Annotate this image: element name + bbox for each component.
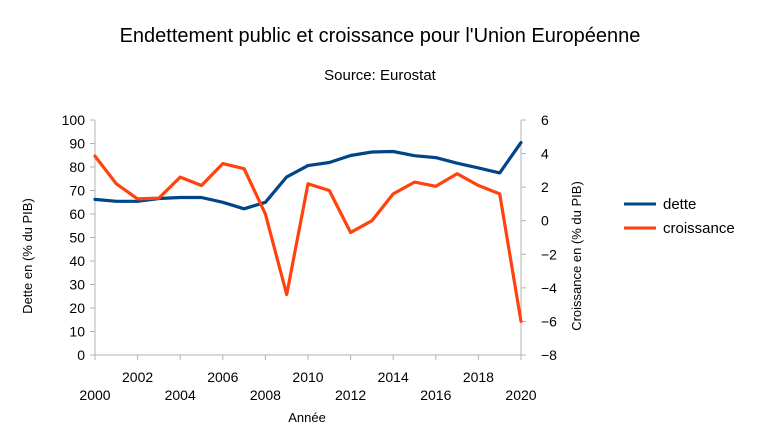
legend: dette croissance bbox=[624, 196, 735, 237]
tick-labels: 0 10 20 30 40 50 60 70 80 90 100 −8 −6 −4 −2 0 2 4 6 2000 20… bbox=[62, 112, 558, 403]
y-axis-left-label: Dette en (% du PIB) bbox=[20, 198, 35, 314]
y-right-tick-label: 2 bbox=[541, 179, 549, 195]
x-tick-label: 2016 bbox=[420, 387, 451, 403]
y-left-tick-label: 70 bbox=[69, 183, 85, 199]
series-line-croissance bbox=[93, 154, 523, 323]
y-left-tick-label: 10 bbox=[69, 324, 85, 340]
x-tick-label: 2000 bbox=[79, 387, 110, 403]
y-right-tick-label: −8 bbox=[541, 347, 557, 363]
y-right-tick-label: 4 bbox=[541, 146, 549, 162]
x-tick-label: 2010 bbox=[292, 369, 323, 385]
y-right-tick-label: 0 bbox=[541, 213, 549, 229]
x-tick-label: 2006 bbox=[207, 369, 238, 385]
x-axis-label: Année bbox=[288, 410, 326, 425]
x-tick-label: 2002 bbox=[122, 369, 153, 385]
y-axis-right-label: Croissance en (% du PIB) bbox=[569, 181, 584, 331]
y-left-tick-label: 100 bbox=[62, 112, 86, 128]
x-tick-label: 2004 bbox=[165, 387, 196, 403]
y-right-tick-label: −6 bbox=[541, 313, 557, 329]
x-tick-label: 2018 bbox=[463, 369, 494, 385]
chart-subtitle: Source: Eurostat bbox=[324, 67, 437, 84]
y-left-tick-label: 80 bbox=[69, 159, 85, 175]
legend-label-dette: dette bbox=[663, 196, 696, 213]
y-right-tick-label: 6 bbox=[541, 112, 549, 128]
x-tick-label: 2008 bbox=[250, 387, 281, 403]
y-right-tick-label: −4 bbox=[541, 280, 557, 296]
y-left-tick-label: 90 bbox=[69, 136, 85, 152]
legend-label-croissance: croissance bbox=[663, 220, 735, 237]
series-lines bbox=[93, 141, 523, 323]
y-left-tick-label: 20 bbox=[69, 300, 85, 316]
y-right-tick-label: −2 bbox=[541, 246, 557, 262]
chart-title: Endettement public et croissance pour l'… bbox=[120, 25, 641, 47]
y-left-tick-label: 50 bbox=[69, 230, 85, 246]
y-left-tick-label: 30 bbox=[69, 277, 85, 293]
x-tick-label: 2012 bbox=[335, 387, 366, 403]
y-left-tick-label: 0 bbox=[77, 347, 85, 363]
y-left-tick-label: 40 bbox=[69, 253, 85, 269]
x-tick-label: 2020 bbox=[505, 387, 536, 403]
x-tick-label: 2014 bbox=[378, 369, 409, 385]
y-left-tick-label: 60 bbox=[69, 206, 85, 222]
series-line-dette bbox=[93, 141, 523, 211]
